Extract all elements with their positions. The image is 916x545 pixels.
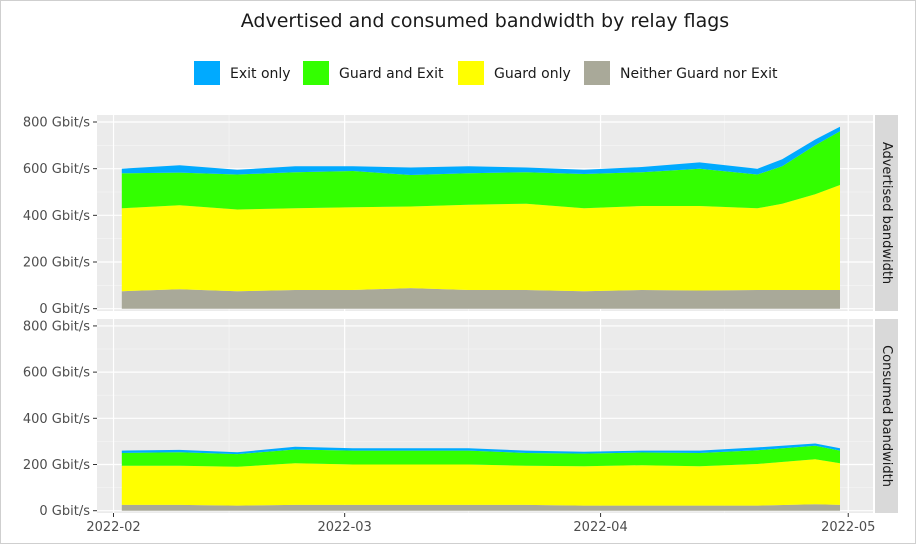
x-tick-label: 2022-03 [317,520,371,535]
area-guard-only [121,459,841,506]
panel-advertised-bandwidth: 0 Gbit/s 200 Gbit/s 400 Gbit/s 600 Gbit/s 80… [23,115,898,317]
facet-label-consumed-bandwidth: Consumed bandwidth [879,345,894,487]
chart-title: Advertised and consumed bandwidth by rel… [241,10,729,32]
facet-label-advertised-bandwidth: Advertised bandwidth [879,142,894,284]
area-guard-and-exit [121,445,841,467]
y-tick-label: 800 Gbit/s [23,116,90,131]
legend-label-neither: Neither Guard nor Exit [620,66,778,82]
facet-strip [875,115,898,311]
area-exit-only [121,443,841,455]
legend-label-guard-only: Guard only [494,66,571,82]
panel-consumed-bandwidth: 0 Gbit/s 200 Gbit/s 400 Gbit/s 600 Gbit/s 80… [23,319,898,519]
y-tick-label: 400 Gbit/s [23,412,90,427]
area-neither-guard-nor-exit [121,288,841,309]
legend-swatch-guard-only [458,61,484,85]
y-tick-label: 800 Gbit/s [23,319,90,334]
legend-swatch-guard-and-exit [303,61,329,85]
area-exit-only [121,126,841,175]
y-tick-label: 600 Gbit/s [23,366,90,381]
area-guard-only [121,185,841,292]
y-tick-label: 0 Gbit/s [39,302,90,317]
legend-label-exit-only: Exit only [230,66,291,82]
area-guard-and-exit [121,131,841,210]
y-tick-label: 200 Gbit/s [23,458,90,473]
x-tick-label: 2022-02 [86,520,140,535]
y-tick-label: 600 Gbit/s [23,162,90,177]
legend-swatch-exit-only [194,61,220,85]
x-tick-label: 2022-04 [573,520,627,535]
x-tick-label: 2022-05 [821,520,875,535]
y-tick-label: 200 Gbit/s [23,256,90,271]
y-tick-label: 0 Gbit/s [39,504,90,519]
panels: 0 Gbit/s 200 Gbit/s 400 Gbit/s 600 Gbit/s 80… [23,115,898,519]
facet-strip [875,319,898,513]
legend-label-guard-and-exit: Guard and Exit [339,66,444,82]
legend-swatch-neither [584,61,610,85]
area-neither-guard-nor-exit [121,504,841,511]
y-tick-label: 400 Gbit/s [23,209,90,224]
legend: Exit only Guard and Exit Guard only Neit… [194,61,778,85]
x-axis: 2022-02 2022-03 2022-04 2022-05 [86,513,875,535]
